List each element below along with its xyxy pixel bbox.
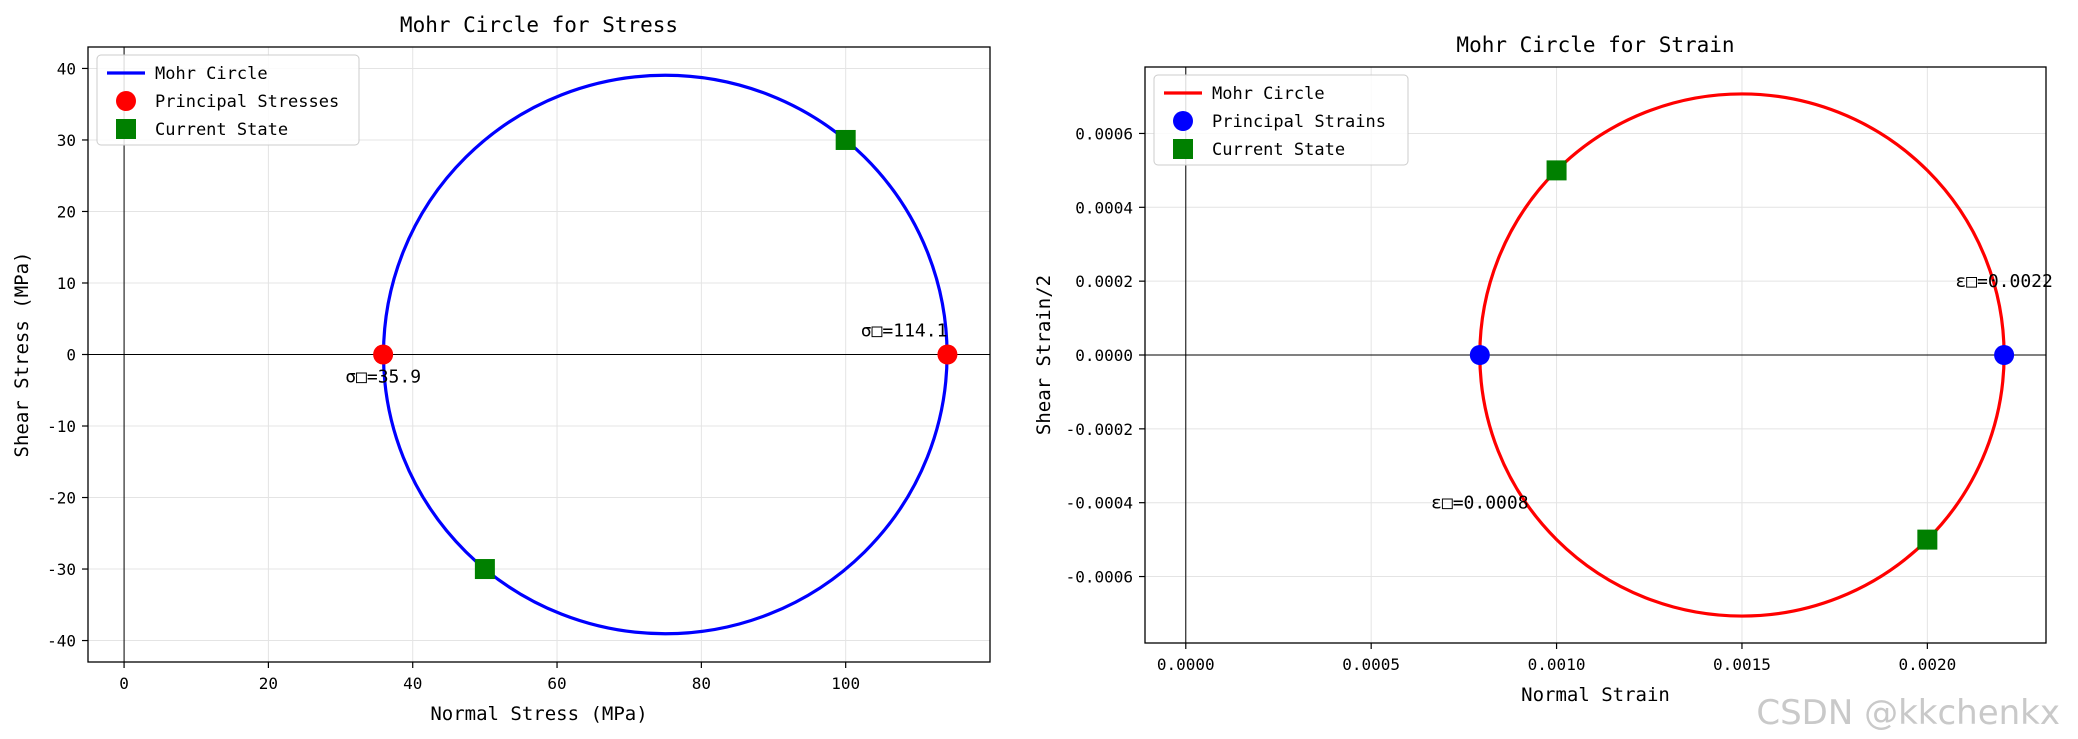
y-tick-label: 0 [66,346,76,365]
y-tick-label: 30 [57,131,76,150]
legend-square-swatch [116,119,136,139]
legend-box [1153,74,1409,166]
y-axis-label: Shear Stress (MPa) [11,252,33,458]
legend-label: Current State [1212,140,1345,160]
y-tick-label: -40 [47,632,76,651]
y-tick-label: 20 [57,202,76,221]
legend: Mohr Circle Principal Stresses Current Sta… [96,54,360,146]
legend-label: Principal Stresses [155,92,339,112]
legend-square-swatch [1173,139,1193,159]
x-axis-label: Normal Stress (MPa) [430,703,647,725]
x-tick-label: 0.0015 [1713,655,1771,674]
current-state-point [474,559,495,580]
annotation-label: ε□=0.0008 [1431,493,1529,514]
y-tick-label: 0.0004 [1075,198,1133,217]
legend-circle-swatch [116,91,136,111]
y-tick-label: -0.0002 [1066,420,1133,439]
x-tick-label: 0.0010 [1528,655,1586,674]
x-tick-label: 40 [403,674,422,693]
legend-label: Mohr Circle [155,64,268,84]
principal-point [1994,345,2015,365]
legend-label: Principal Strains [1212,112,1386,132]
y-tick-label: 0.0006 [1075,124,1133,143]
chart-title: Mohr Circle for Strain [1456,33,1734,57]
watermark: CSDN @kkchenkx [1756,693,2060,733]
y-tick-label: -10 [47,417,76,436]
annotation-label: σ□=114.1 [861,321,948,342]
current-state-point [835,129,856,150]
chart-title: Mohr Circle for Stress [400,13,678,37]
y-axis-label: Shear Strain/2 [1033,275,1055,435]
y-tick-label: 10 [57,274,76,293]
legend-circle-swatch [1173,111,1193,131]
legend-label: Current State [155,120,288,140]
x-tick-label: 60 [547,674,566,693]
y-tick-label: 0.0000 [1075,346,1133,365]
y-tick-label: -20 [47,489,76,508]
x-tick-label: 0.0020 [1898,655,1956,674]
x-axis-label: Normal Strain [1521,684,1670,706]
current-state-point [1917,529,1938,550]
principal-point [937,344,958,365]
principal-point [1469,345,1490,365]
chart-2: ε□=0.0022 ε□=0.0008 0.0000 0.0005 0.0010 0.00… [1033,33,2053,706]
x-tick-label: 20 [259,674,278,693]
annotation-label: σ□=35.9 [345,367,421,388]
annotation-label: ε□=0.0022 [1955,271,2053,292]
y-tick-label: -0.0004 [1066,494,1133,513]
x-tick-label: 0 [119,674,129,693]
x-tick-label: 100 [831,674,860,693]
legend: Mohr Circle Principal Strains Current Stat… [1153,74,1409,166]
principal-point [373,344,394,365]
y-tick-label: -0.0006 [1066,568,1133,587]
current-state-point [1546,160,1567,181]
x-tick-label: 80 [692,674,711,693]
y-tick-label: -30 [47,560,76,579]
legend-box [96,54,360,146]
y-tick-label: 0.0002 [1075,272,1133,291]
chart-1: σ□=114.1 σ□=35.9 0 20 40 60 80 100 -40 -30 -20 -10 0… [11,13,991,725]
x-tick-label: 0.0000 [1157,655,1215,674]
legend-label: Mohr Circle [1212,84,1325,104]
x-tick-label: 0.0005 [1342,655,1400,674]
y-tick-label: 40 [57,59,76,78]
